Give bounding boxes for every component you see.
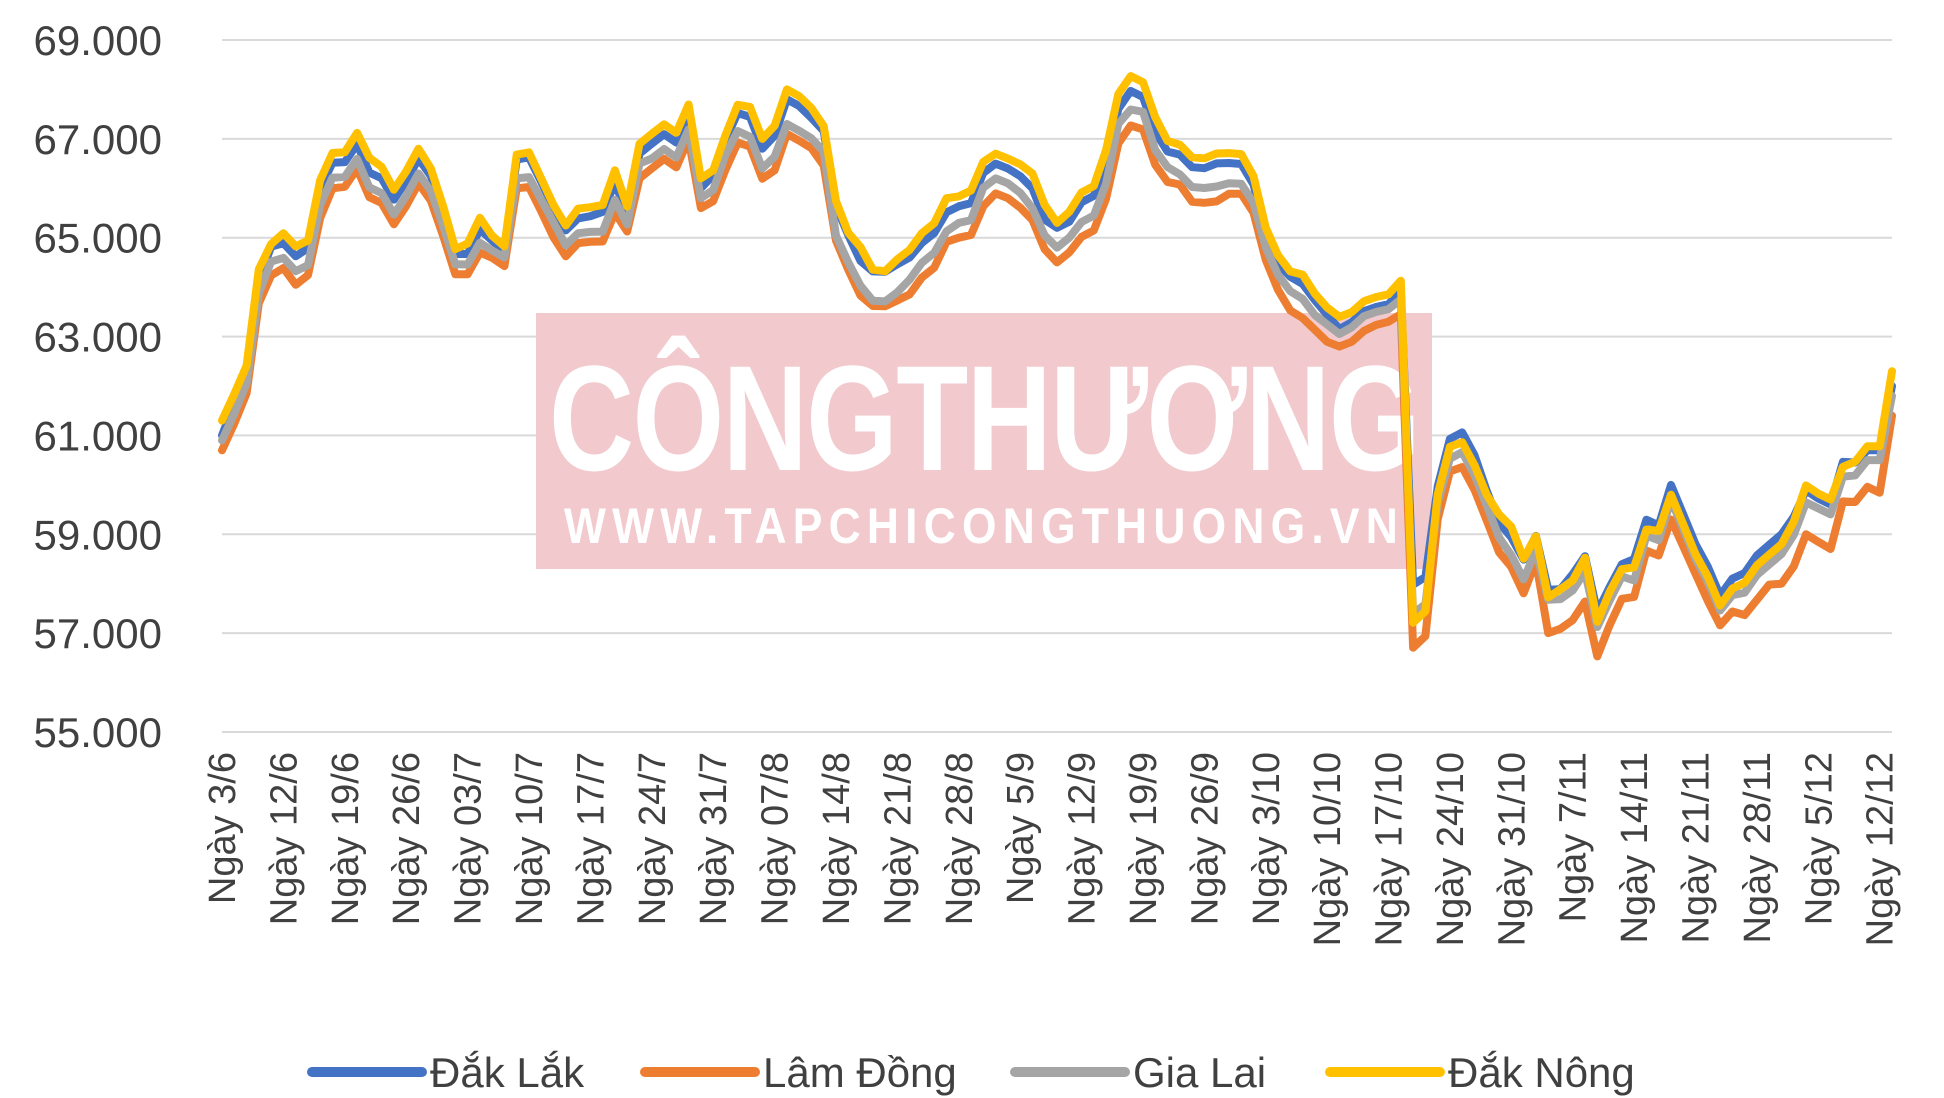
x-tick-label: Ngày 17/10	[1369, 752, 1411, 946]
y-tick-label: 61.000	[34, 412, 162, 459]
watermark: CÔNGTHƯƠNG WWW.TAPCHICONGTHUONG.VN	[536, 313, 1432, 569]
x-axis: Ngày 3/6 Ngày 12/6 Ngày 19/6 Ngày 26/6 Ngày …	[202, 752, 1902, 946]
x-tick-label: Ngày 07/8	[755, 752, 797, 925]
x-tick-label: Ngày 19/6	[325, 752, 367, 925]
x-tick-label: Ngày 5/9	[1000, 752, 1042, 904]
y-tick-label: 67.000	[34, 116, 162, 163]
x-tick-label: Ngày 12/9	[1062, 752, 1104, 925]
x-tick-label: Ngày 5/12	[1798, 752, 1840, 925]
x-tick-label: Ngày 24/7	[632, 752, 674, 925]
y-tick-label: 69.000	[34, 17, 162, 64]
x-tick-label: Ngày 14/11	[1614, 752, 1656, 944]
watermark-background	[536, 313, 1432, 569]
y-tick-label: 57.000	[34, 610, 162, 657]
legend-label: Gia Lai	[1133, 1049, 1266, 1096]
x-tick-label: Ngày 21/11	[1676, 752, 1718, 944]
x-tick-label: Ngày 31/10	[1491, 752, 1533, 946]
x-tick-label: Ngày 17/7	[570, 752, 612, 925]
y-tick-label: 55.000	[34, 709, 162, 756]
series-line	[218, 121, 1896, 661]
x-tick-label: Ngày 28/8	[939, 752, 981, 925]
y-axis: 55.000 57.000 59.000 61.000 63.000 65.000 67.0…	[34, 17, 162, 756]
y-tick-label: 65.000	[34, 215, 162, 262]
legend-label: Đắk Nông	[1448, 1049, 1635, 1096]
x-tick-label: Ngày 28/11	[1737, 752, 1779, 944]
x-tick-label: Ngày 26/6	[386, 752, 428, 925]
x-tick-label: Ngày 7/11	[1553, 752, 1595, 922]
x-tick-label: Ngày 10/10	[1307, 752, 1349, 946]
x-tick-label: Ngày 3/6	[202, 752, 244, 904]
x-tick-label: Ngày 12/12	[1860, 752, 1902, 946]
series-line	[218, 72, 1896, 627]
x-tick-label: Ngày 10/7	[509, 752, 551, 925]
x-tick-label: Ngày 21/8	[877, 752, 919, 925]
legend-label: Đắk Lắk	[430, 1049, 585, 1096]
legend: Đắk Lắk Lâm Đồng Gia Lai Đắk Nông	[307, 1049, 1635, 1096]
x-tick-label: Ngày 24/10	[1430, 752, 1472, 946]
y-tick-label: 59.000	[34, 511, 162, 558]
x-tick-label: Ngày 14/8	[816, 752, 858, 925]
watermark-url: WWW.TAPCHICONGTHUONG.VN	[564, 498, 1404, 554]
x-tick-label: Ngày 31/7	[693, 752, 735, 925]
x-tick-label: Ngày 3/10	[1246, 752, 1288, 925]
watermark-title: CÔNGTHƯƠNG	[549, 334, 1419, 502]
x-tick-label: Ngày 19/9	[1123, 752, 1165, 925]
x-tick-label: Ngày 03/7	[448, 752, 490, 925]
x-tick-label: Ngày 26/9	[1184, 752, 1226, 925]
series-lines	[218, 72, 1896, 661]
x-tick-label: Ngày 12/6	[263, 752, 305, 925]
y-tick-label: 63.000	[34, 314, 162, 361]
legend-label: Lâm Đồng	[763, 1049, 957, 1096]
